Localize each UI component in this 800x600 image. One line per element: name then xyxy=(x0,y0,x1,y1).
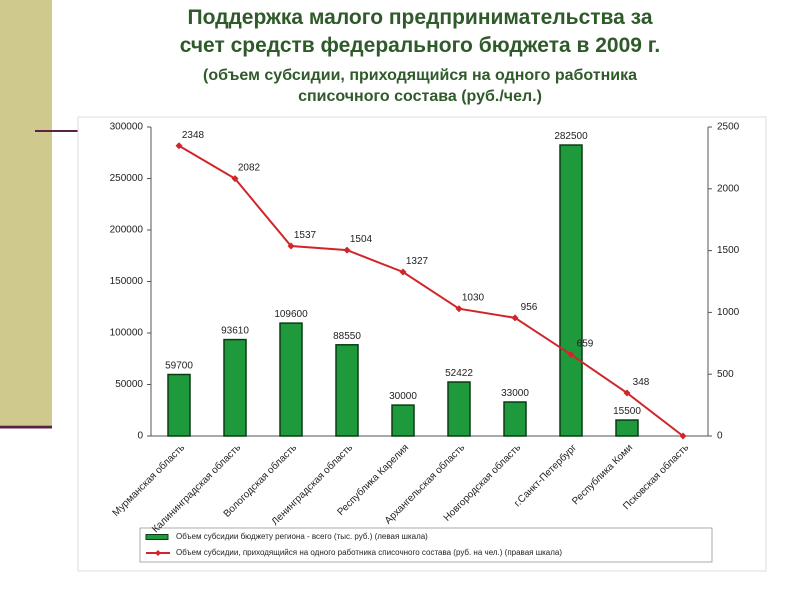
title: Поддержка малого предпринимательства за xyxy=(187,6,652,29)
line-marker xyxy=(343,246,351,254)
line-marker xyxy=(511,314,519,322)
bar-value-label: 33000 xyxy=(501,388,529,399)
line-value-label: 1327 xyxy=(406,256,429,267)
legend-label: Объем субсидии бюджету региона - всего (… xyxy=(176,532,428,541)
bar-value-label: 52422 xyxy=(445,368,473,379)
line-marker xyxy=(287,242,295,250)
title: счет средств федерального бюджета в 2009… xyxy=(180,34,661,57)
bar xyxy=(335,344,359,437)
y-tick-label: 200000 xyxy=(110,225,144,236)
y2-tick-label: 2500 xyxy=(717,122,740,133)
legend-swatch xyxy=(145,534,169,540)
bar-value-label: 93610 xyxy=(221,326,249,337)
y2-tick-label: 500 xyxy=(717,369,734,380)
side-strip xyxy=(0,0,52,425)
bar xyxy=(447,381,471,437)
line-value-label: 2082 xyxy=(238,163,261,174)
line-marker xyxy=(623,389,631,397)
bar xyxy=(615,419,639,437)
y-tick-label: 100000 xyxy=(110,328,144,339)
y2-tick-label: 2000 xyxy=(717,183,740,194)
line-marker xyxy=(567,351,575,359)
line-marker xyxy=(231,175,239,183)
y-tick-label: 50000 xyxy=(115,379,143,390)
y2-tick-label: 1000 xyxy=(717,307,740,318)
legend xyxy=(139,527,713,563)
bar xyxy=(223,338,247,437)
bar-value-label: 30000 xyxy=(389,391,417,402)
line-marker xyxy=(399,268,407,276)
line-value-label: 1504 xyxy=(350,234,373,245)
y2-tick-label: 0 xyxy=(717,431,723,442)
line-value-label: 1537 xyxy=(294,230,317,241)
bar-value-label: 88550 xyxy=(333,331,361,342)
y-tick-label: 300000 xyxy=(110,122,144,133)
line-value-label: 956 xyxy=(521,302,538,313)
line-value-label: 659 xyxy=(577,339,594,350)
line-value-label: 1030 xyxy=(462,293,485,304)
line-marker xyxy=(455,305,463,313)
subtitle: (объем субсидии, приходящийся на одного … xyxy=(203,67,637,84)
y-tick-label: 150000 xyxy=(110,276,144,287)
chart-area xyxy=(77,116,767,572)
legend-swatch xyxy=(155,550,161,556)
bar xyxy=(503,401,527,437)
line-value-label: 2348 xyxy=(182,130,205,141)
bar xyxy=(167,373,191,437)
line-marker xyxy=(679,432,687,440)
legend-label: Объем субсидии, приходящийся на одного р… xyxy=(176,548,562,557)
bar xyxy=(559,144,583,437)
line xyxy=(178,144,684,437)
bar xyxy=(279,322,303,437)
line-marker xyxy=(175,142,183,150)
bar-value-label: 109600 xyxy=(274,309,308,320)
bar-value-label: 15500 xyxy=(613,406,641,417)
y-tick-label: 0 xyxy=(137,431,143,442)
y2-tick-label: 1500 xyxy=(717,245,740,256)
subtitle: списочного состава (руб./чел.) xyxy=(298,88,542,105)
bar xyxy=(391,404,415,437)
bar-value-label: 59700 xyxy=(165,361,193,372)
line-value-label: 348 xyxy=(633,377,650,388)
y-tick-label: 250000 xyxy=(110,173,144,184)
bar-value-label: 282500 xyxy=(554,131,588,142)
